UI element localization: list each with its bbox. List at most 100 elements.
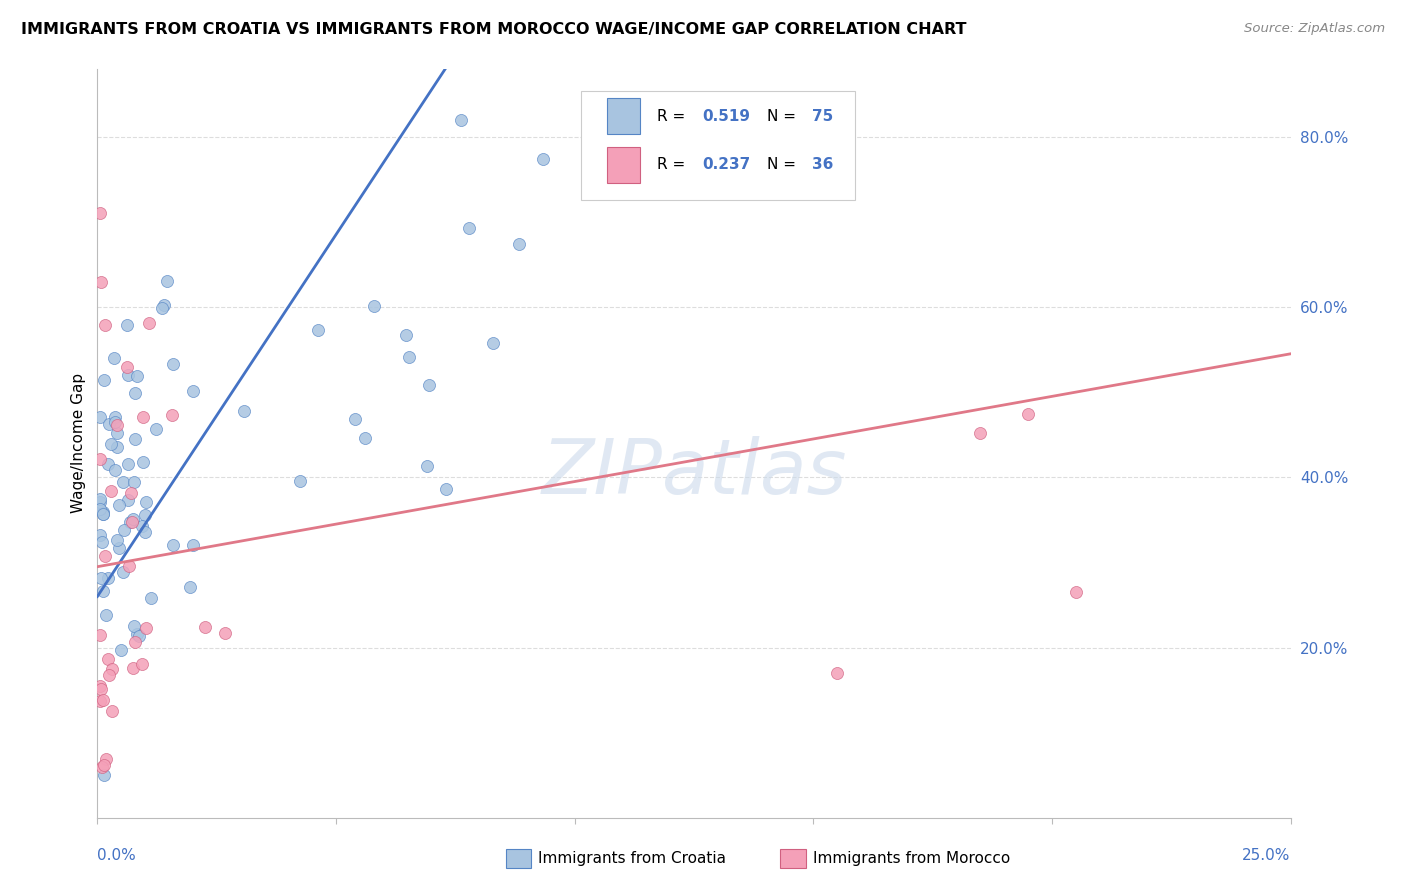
Point <box>1017 407 1039 421</box>
Point <box>179 581 201 595</box>
Point <box>232 404 254 418</box>
Point <box>93 549 115 563</box>
Text: Immigrants from Morocco: Immigrants from Morocco <box>813 851 1010 866</box>
Point <box>160 408 183 422</box>
Point <box>125 627 148 641</box>
Point <box>135 621 157 635</box>
Point <box>89 628 111 642</box>
Point <box>214 626 236 640</box>
Point <box>104 410 127 425</box>
Text: 0.519: 0.519 <box>703 109 751 124</box>
Point <box>101 704 124 718</box>
Point <box>97 652 120 666</box>
Point <box>91 508 114 522</box>
Point <box>105 440 128 454</box>
Point <box>104 463 127 477</box>
Point <box>156 274 179 288</box>
Point <box>117 368 139 382</box>
Point <box>90 681 112 696</box>
Point <box>89 495 111 509</box>
Point <box>90 571 112 585</box>
Point <box>93 768 115 782</box>
Point <box>124 635 146 649</box>
Y-axis label: Wage/Income Gap: Wage/Income Gap <box>72 373 86 513</box>
Point <box>93 758 115 772</box>
Point <box>91 583 114 598</box>
Point <box>125 369 148 384</box>
Point <box>363 299 385 313</box>
Text: Immigrants from Croatia: Immigrants from Croatia <box>538 851 727 866</box>
Point <box>89 451 111 466</box>
Point <box>90 760 112 774</box>
Point <box>1064 584 1087 599</box>
Point <box>93 692 115 706</box>
Text: 75: 75 <box>813 109 834 124</box>
Point <box>122 661 145 675</box>
Point <box>141 591 163 605</box>
Point <box>107 498 129 512</box>
Point <box>162 357 184 371</box>
Point <box>181 384 204 398</box>
Text: R =: R = <box>657 157 690 172</box>
Point <box>132 455 155 469</box>
Point <box>134 508 156 522</box>
Point <box>482 336 505 351</box>
Text: Source: ZipAtlas.com: Source: ZipAtlas.com <box>1244 22 1385 36</box>
Point <box>121 512 143 526</box>
Point <box>104 415 127 429</box>
Point <box>94 608 117 623</box>
Point <box>307 323 329 337</box>
Point <box>450 112 472 127</box>
Point <box>135 495 157 509</box>
Text: N =: N = <box>766 109 800 124</box>
Point <box>115 318 138 332</box>
Text: 25.0%: 25.0% <box>1243 848 1291 863</box>
Point <box>194 620 217 634</box>
Point <box>97 571 120 585</box>
Point <box>508 236 530 251</box>
Point <box>458 220 481 235</box>
Point <box>131 519 153 533</box>
Point <box>117 493 139 508</box>
Point <box>290 474 312 488</box>
FancyBboxPatch shape <box>581 91 855 200</box>
Point <box>162 538 184 552</box>
Point <box>118 559 141 574</box>
Point <box>128 629 150 643</box>
Point <box>103 351 125 365</box>
Point <box>153 298 176 312</box>
Point <box>112 475 135 489</box>
Point <box>96 751 118 765</box>
Point <box>108 541 131 555</box>
Point <box>416 458 439 473</box>
FancyBboxPatch shape <box>607 147 640 183</box>
Text: R =: R = <box>657 109 690 124</box>
Point <box>100 437 122 451</box>
Point <box>118 515 141 529</box>
Point <box>398 350 420 364</box>
Text: 36: 36 <box>813 157 834 172</box>
Point <box>96 457 118 471</box>
Point <box>89 528 111 542</box>
Point <box>121 516 143 530</box>
Point <box>112 565 135 579</box>
Point <box>90 275 112 289</box>
Point <box>343 412 366 426</box>
Point <box>100 484 122 499</box>
Point <box>89 694 111 708</box>
Point <box>825 666 848 681</box>
Point <box>91 535 114 549</box>
Point <box>138 316 160 330</box>
Point <box>122 619 145 633</box>
Text: N =: N = <box>766 157 800 172</box>
Point <box>105 417 128 432</box>
Point <box>434 483 457 497</box>
Point <box>89 491 111 506</box>
Point <box>89 206 111 220</box>
Point <box>418 377 440 392</box>
Point <box>531 153 554 167</box>
Point <box>395 327 418 342</box>
Point <box>105 426 128 441</box>
Point <box>145 422 167 436</box>
Point <box>93 373 115 387</box>
